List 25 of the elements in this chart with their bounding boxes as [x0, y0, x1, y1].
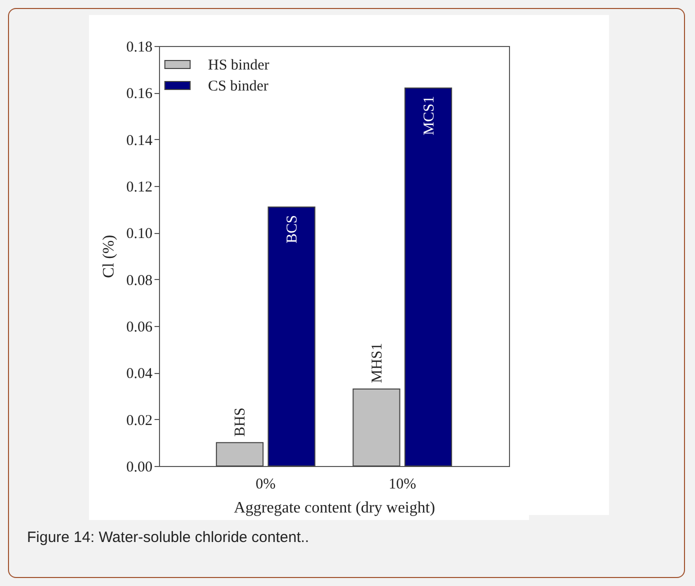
y-tick-label: 0.06 [126, 320, 153, 336]
y-tick-label: 0.04 [126, 366, 153, 382]
bar [404, 88, 452, 466]
annotation: MHS1 [369, 342, 386, 383]
x-tick-label: 10% [388, 476, 416, 492]
y-axis-title: Cl (%) [100, 234, 118, 278]
bar [352, 388, 400, 466]
y-tick-label: 0.18 [126, 40, 152, 56]
bar [268, 206, 316, 466]
annotation: MCS1 [421, 96, 438, 136]
bar [216, 442, 264, 466]
annotation: BCS [284, 215, 301, 244]
x-tick-label: 0% [256, 476, 276, 492]
y-tick-label: 0.10 [126, 226, 152, 242]
legend-label: HS binder [208, 58, 270, 74]
annotation: BHS [232, 407, 249, 437]
caption: Figure 14: Water-soluble chloride content.. [27, 529, 310, 546]
y-tick-label: 0.02 [126, 412, 152, 429]
y-tick-label: 0.16 [126, 86, 153, 102]
x-axis-title: Aggregate content (dry weight) [234, 500, 436, 516]
y-tick-label: 0.08 [126, 272, 152, 289]
y-tick-label: 0.14 [126, 132, 153, 149]
y-tick-label: 0.12 [126, 180, 152, 196]
legend-label: CS binder [208, 78, 268, 94]
y-tick-label: 0.00 [126, 460, 152, 476]
